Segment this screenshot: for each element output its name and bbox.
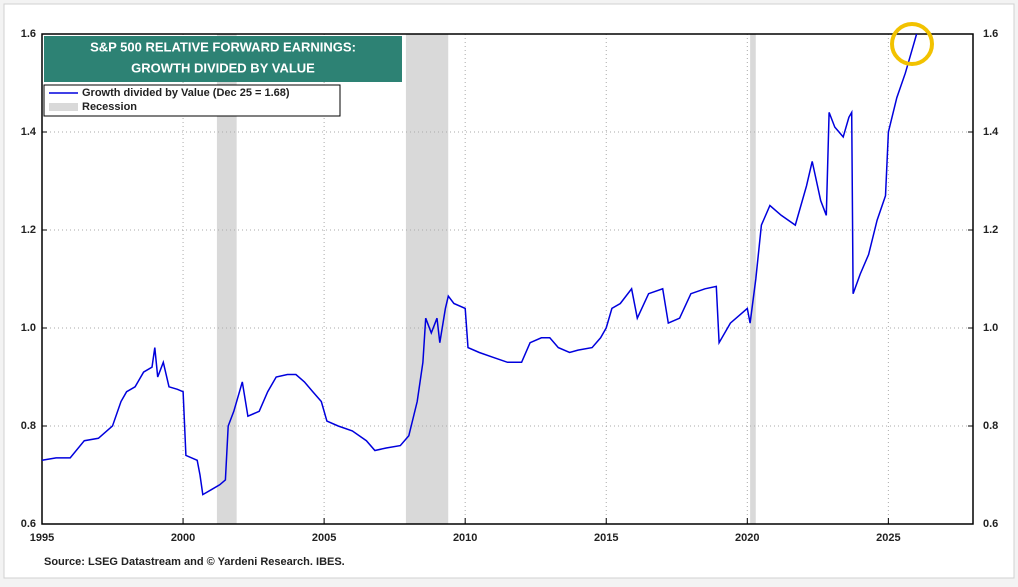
- legend-label: Growth divided by Value (Dec 25 = 1.68): [82, 87, 290, 99]
- highlight-circle: [890, 22, 934, 66]
- chart-title: GROWTH DIVIDED BY VALUE: [131, 60, 315, 75]
- legend: Growth divided by Value (Dec 25 = 1.68) R…: [43, 84, 341, 117]
- series-line: [41, 33, 918, 496]
- x-tick-label: 2010: [453, 532, 477, 544]
- legend-label: Recession: [82, 101, 137, 113]
- y-tick-label: 1.6: [21, 28, 36, 40]
- x-tick-label: 2005: [312, 532, 336, 544]
- chart-title: S&P 500 RELATIVE FORWARD EARNINGS:: [90, 39, 356, 54]
- y-tick-label: 0.8: [21, 420, 36, 432]
- title-box: [44, 36, 402, 82]
- recession-band: [405, 34, 449, 524]
- y2-tick-label: 0.6: [983, 518, 998, 530]
- y-tick-label: 1.2: [21, 224, 36, 236]
- recession-band: [216, 34, 237, 524]
- x-tick-label: 2015: [594, 532, 618, 544]
- plot-border: [41, 33, 974, 525]
- source: Source: LSEG Datastream and © Yardeni Re…: [44, 556, 345, 568]
- y-tick-label: 0.6: [21, 518, 36, 530]
- y2-tick-label: 1.4: [983, 126, 999, 138]
- y2-tick-label: 0.8: [983, 420, 998, 432]
- x-tick-label: 2025: [876, 532, 900, 544]
- y2-tick-label: 1.0: [983, 322, 998, 334]
- legend-box: [43, 84, 341, 117]
- y-tick-label: 1.0: [21, 322, 36, 334]
- y2-tick-label: 1.6: [983, 28, 998, 40]
- recession-band: [750, 34, 756, 524]
- x-tick-label: 2000: [171, 532, 195, 544]
- legend-swatch: [49, 103, 78, 111]
- x-tick-label: 2020: [735, 532, 759, 544]
- y2-tick-label: 1.2: [983, 224, 998, 236]
- x-tick-label: 1995: [30, 532, 54, 544]
- y-tick-label: 1.4: [21, 126, 37, 138]
